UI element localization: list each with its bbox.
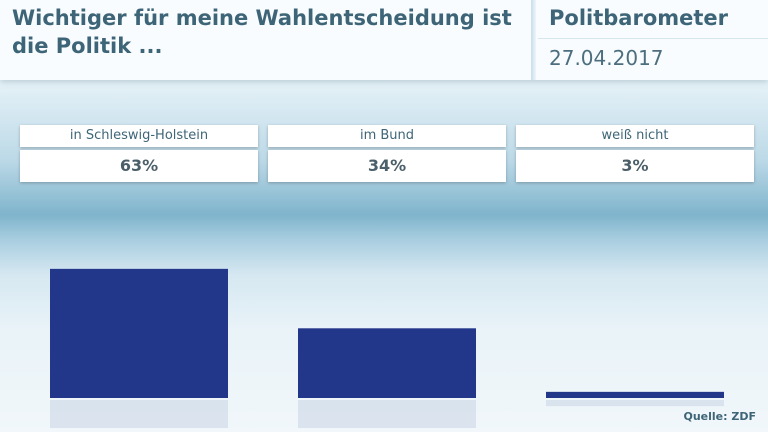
bar-2 xyxy=(298,328,476,398)
bar-reflection-1 xyxy=(50,400,228,428)
value-label-1: 63% xyxy=(20,150,258,182)
bar-reflection-2 xyxy=(298,400,476,428)
brand-name: Politbarometer xyxy=(549,6,729,30)
header-divider xyxy=(531,0,536,80)
bar-3 xyxy=(546,391,724,398)
source-label: Quelle: ZDF xyxy=(683,410,757,423)
brand-separator xyxy=(538,38,768,39)
category-label-1: in Schleswig-Holstein xyxy=(20,125,258,147)
date-label: 27.04.2017 xyxy=(549,46,664,70)
bar-reflection-3 xyxy=(546,400,724,407)
category-label-2: im Bund xyxy=(268,125,506,147)
category-label-3: weiß nicht xyxy=(516,125,754,147)
value-label-2: 34% xyxy=(268,150,506,182)
chart-title: Wichtiger für meine Wahlentscheidung ist… xyxy=(12,6,512,58)
value-label-3: 3% xyxy=(516,150,754,182)
header: Wichtiger für meine Wahlentscheidung ist… xyxy=(0,0,768,80)
bar-1 xyxy=(50,268,228,398)
